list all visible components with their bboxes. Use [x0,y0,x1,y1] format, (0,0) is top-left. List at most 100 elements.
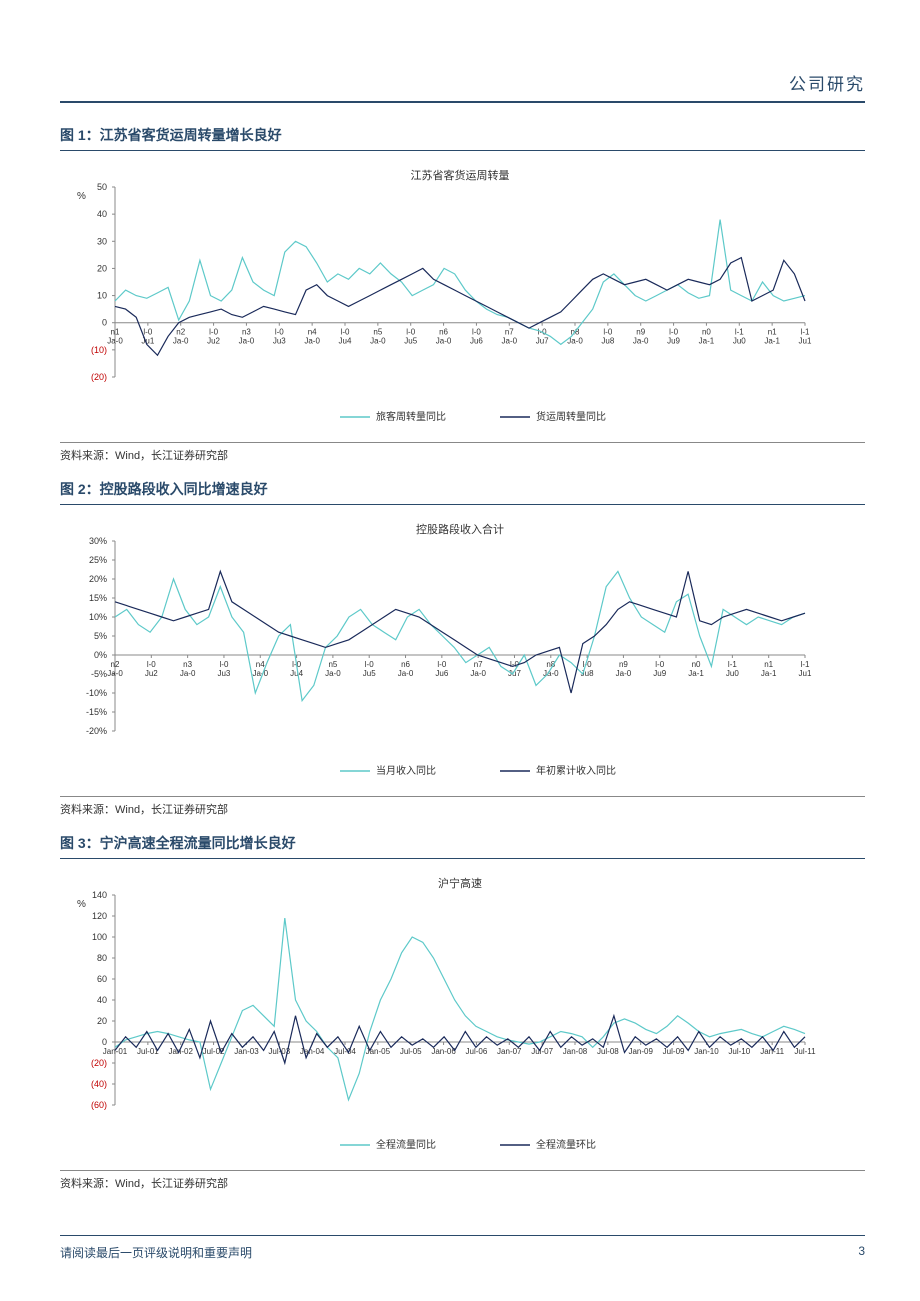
svg-text:n0: n0 [702,328,711,337]
svg-text:l-1: l-1 [735,328,744,337]
svg-text:Ja-0: Ja-0 [252,669,268,678]
svg-text:Ja-0: Ja-0 [470,669,486,678]
svg-text:Ja-0: Ja-0 [239,337,255,346]
svg-text:Ja-1: Ja-1 [764,337,780,346]
svg-text:Jul-05: Jul-05 [400,1047,422,1056]
svg-text:旅客周转量同比: 旅客周转量同比 [376,410,446,423]
svg-text:年初累计收入同比: 年初累计收入同比 [536,764,616,777]
svg-text:Jan-01: Jan-01 [103,1047,128,1056]
header-title: 公司研究 [789,70,865,95]
svg-text:l-0: l-0 [437,660,446,669]
svg-text:n5: n5 [328,660,337,669]
svg-text:l-0: l-0 [220,660,229,669]
svg-text:l-0: l-0 [341,328,350,337]
svg-text:25%: 25% [89,555,107,565]
figure-block: 图 3：宁沪高速全程流量同比增长良好沪宁高速%(60)(40)(20)02040… [60,833,865,1191]
svg-text:n1: n1 [764,660,773,669]
svg-text:(20): (20) [91,1058,107,1068]
page-footer: 请阅读最后一页评级说明和重要声明 3 [60,1235,865,1261]
svg-text:60: 60 [97,974,107,984]
svg-text:Ju9: Ju9 [667,337,680,346]
svg-text:l-0: l-0 [365,660,374,669]
svg-text:Jan-10: Jan-10 [694,1047,719,1056]
svg-text:Ja-0: Ja-0 [304,337,320,346]
svg-text:-15%: -15% [86,707,107,717]
svg-text:l-1: l-1 [801,328,810,337]
chart-box: 江苏省客货运周转量%(20)(10)01020304050n1Ja-0l-0Ju… [60,157,865,443]
figure-block: 图 1：江苏省客货运周转量增长良好江苏省客货运周转量%(20)(10)01020… [60,125,865,463]
svg-text:15%: 15% [89,593,107,603]
svg-text:n1: n1 [768,328,777,337]
svg-text:控股路段收入合计: 控股路段收入合计 [416,522,504,536]
svg-text:50: 50 [97,182,107,192]
svg-text:沪宁高速: 沪宁高速 [438,876,482,890]
svg-text:货运周转量同比: 货运周转量同比 [536,410,606,423]
svg-text:Ja-1: Ja-1 [688,669,704,678]
svg-text:Jan-07: Jan-07 [497,1047,522,1056]
svg-text:n9: n9 [636,328,645,337]
svg-text:Ja-0: Ja-0 [107,337,123,346]
svg-text:Ju0: Ju0 [733,337,746,346]
svg-text:30%: 30% [89,536,107,546]
svg-text:n3: n3 [183,660,192,669]
svg-text:Ja-0: Ja-0 [107,669,123,678]
svg-text:20: 20 [97,1016,107,1026]
figure-source: 资料来源：Wind，长江证券研究部 [60,447,865,463]
svg-text:Ja-0: Ja-0 [173,337,189,346]
svg-text:l-0: l-0 [669,328,678,337]
svg-text:Ja-0: Ja-0 [370,337,386,346]
svg-text:l-0: l-0 [147,660,156,669]
svg-text:n4: n4 [308,328,317,337]
svg-text:120: 120 [92,911,107,921]
svg-text:l-0: l-0 [472,328,481,337]
svg-text:Ja-0: Ja-0 [616,669,632,678]
figure-block: 图 2：控股路段收入同比增速良好控股路段收入合计-20%-15%-10%-5%0… [60,479,865,817]
svg-text:30: 30 [97,236,107,246]
chart-svg: 控股路段收入合计-20%-15%-10%-5%0%5%10%15%20%25%3… [60,516,820,786]
figure-title: 图 1：江苏省客货运周转量增长良好 [60,125,865,151]
svg-text:Ja-0: Ja-0 [502,337,518,346]
svg-text:l-0: l-0 [143,328,152,337]
svg-text:l-0: l-0 [655,660,664,669]
svg-text:Ju6: Ju6 [435,669,448,678]
svg-text:Ju5: Ju5 [363,669,376,678]
svg-text:n7: n7 [505,328,514,337]
svg-text:10%: 10% [89,612,107,622]
svg-text:Ju2: Ju2 [207,337,220,346]
svg-text:40: 40 [97,209,107,219]
chart-box: 沪宁高速%(60)(40)(20)020406080100120140Jan-0… [60,865,865,1171]
svg-text:80: 80 [97,953,107,963]
figures-container: 图 1：江苏省客货运周转量增长良好江苏省客货运周转量%(20)(10)01020… [60,125,865,1191]
figure-title: 图 2：控股路段收入同比增速良好 [60,479,865,505]
svg-text:Jan-08: Jan-08 [563,1047,588,1056]
svg-text:Ja-0: Ja-0 [325,669,341,678]
svg-text:Ju3: Ju3 [273,337,286,346]
svg-text:l-0: l-0 [603,328,612,337]
chart-svg: 江苏省客货运周转量%(20)(10)01020304050n1Ja-0l-0Ju… [60,162,820,432]
svg-text:(20): (20) [91,372,107,382]
svg-text:(60): (60) [91,1100,107,1110]
svg-text:Jan-03: Jan-03 [234,1047,259,1056]
svg-text:Jul-08: Jul-08 [597,1047,619,1056]
svg-text:n1: n1 [111,328,120,337]
svg-text:全程流量同比: 全程流量同比 [376,1138,436,1151]
svg-text:Ju5: Ju5 [404,337,417,346]
svg-text:Ja-0: Ja-0 [180,669,196,678]
svg-text:Ju0: Ju0 [726,669,739,678]
svg-text:n4: n4 [256,660,265,669]
svg-text:Ju1: Ju1 [799,337,812,346]
svg-text:n6: n6 [439,328,448,337]
svg-text:n3: n3 [242,328,251,337]
chart-svg: 沪宁高速%(60)(40)(20)020406080100120140Jan-0… [60,870,820,1160]
svg-text:20: 20 [97,263,107,273]
svg-text:n0: n0 [692,660,701,669]
svg-text:Jul-10: Jul-10 [728,1047,750,1056]
svg-text:l-1: l-1 [728,660,737,669]
svg-text:20%: 20% [89,574,107,584]
svg-text:Ja-0: Ja-0 [633,337,649,346]
svg-text:l-0: l-0 [275,328,284,337]
svg-text:Ja-0: Ja-0 [398,669,414,678]
svg-text:10: 10 [97,291,107,301]
svg-text:5%: 5% [94,631,107,641]
svg-text:Ju8: Ju8 [601,337,614,346]
